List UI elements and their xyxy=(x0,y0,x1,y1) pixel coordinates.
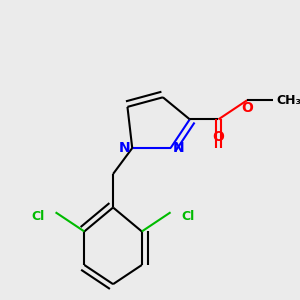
Text: O: O xyxy=(212,130,224,144)
Text: CH₃: CH₃ xyxy=(276,94,300,107)
Text: O: O xyxy=(241,101,253,115)
Text: N: N xyxy=(172,141,184,155)
Text: Cl: Cl xyxy=(181,210,194,223)
Text: N: N xyxy=(119,141,130,155)
Text: Cl: Cl xyxy=(32,210,45,223)
